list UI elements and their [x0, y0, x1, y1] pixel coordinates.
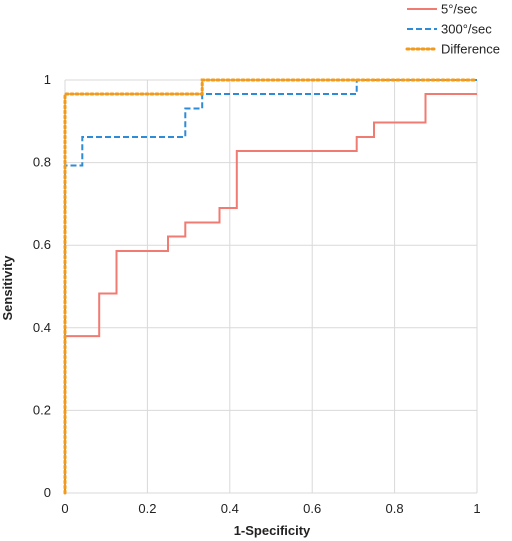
x-tick-label: 0.4: [221, 501, 239, 516]
x-tick-label: 0.8: [386, 501, 404, 516]
x-tick-label: 0.6: [303, 501, 321, 516]
y-tick-label: 1: [44, 72, 51, 87]
series-line-3: [63, 78, 479, 495]
x-tick-label: 0.2: [138, 501, 156, 516]
grid: [64, 79, 478, 494]
series-line-2: [64, 79, 477, 493]
y-tick-label: 0.2: [33, 402, 51, 417]
y-tick-label: 0.8: [33, 155, 51, 170]
legend: 5°/sec 300°/sec Difference: [405, 2, 500, 57]
legend-label: 300°/sec: [441, 22, 492, 37]
series-lines: [63, 78, 479, 495]
x-tick-label: 0: [61, 501, 68, 516]
y-tick-label: 0.6: [33, 237, 51, 252]
y-tick-label: 0.4: [33, 320, 51, 335]
y-axis-title: Sensitivity: [0, 255, 15, 321]
y-tick-label: 0: [44, 485, 51, 500]
legend-label: Difference: [441, 42, 500, 57]
x-tick-label: 1: [473, 501, 480, 516]
legend-label: 5°/sec: [441, 2, 478, 17]
x-axis-title: 1-Specificity: [234, 523, 311, 538]
tick-labels: 0 0.2 0.4 0.6 0.8 1 0 0.2 0.4 0.6 0.8 1: [33, 72, 481, 516]
series-line-1: [64, 93, 477, 493]
